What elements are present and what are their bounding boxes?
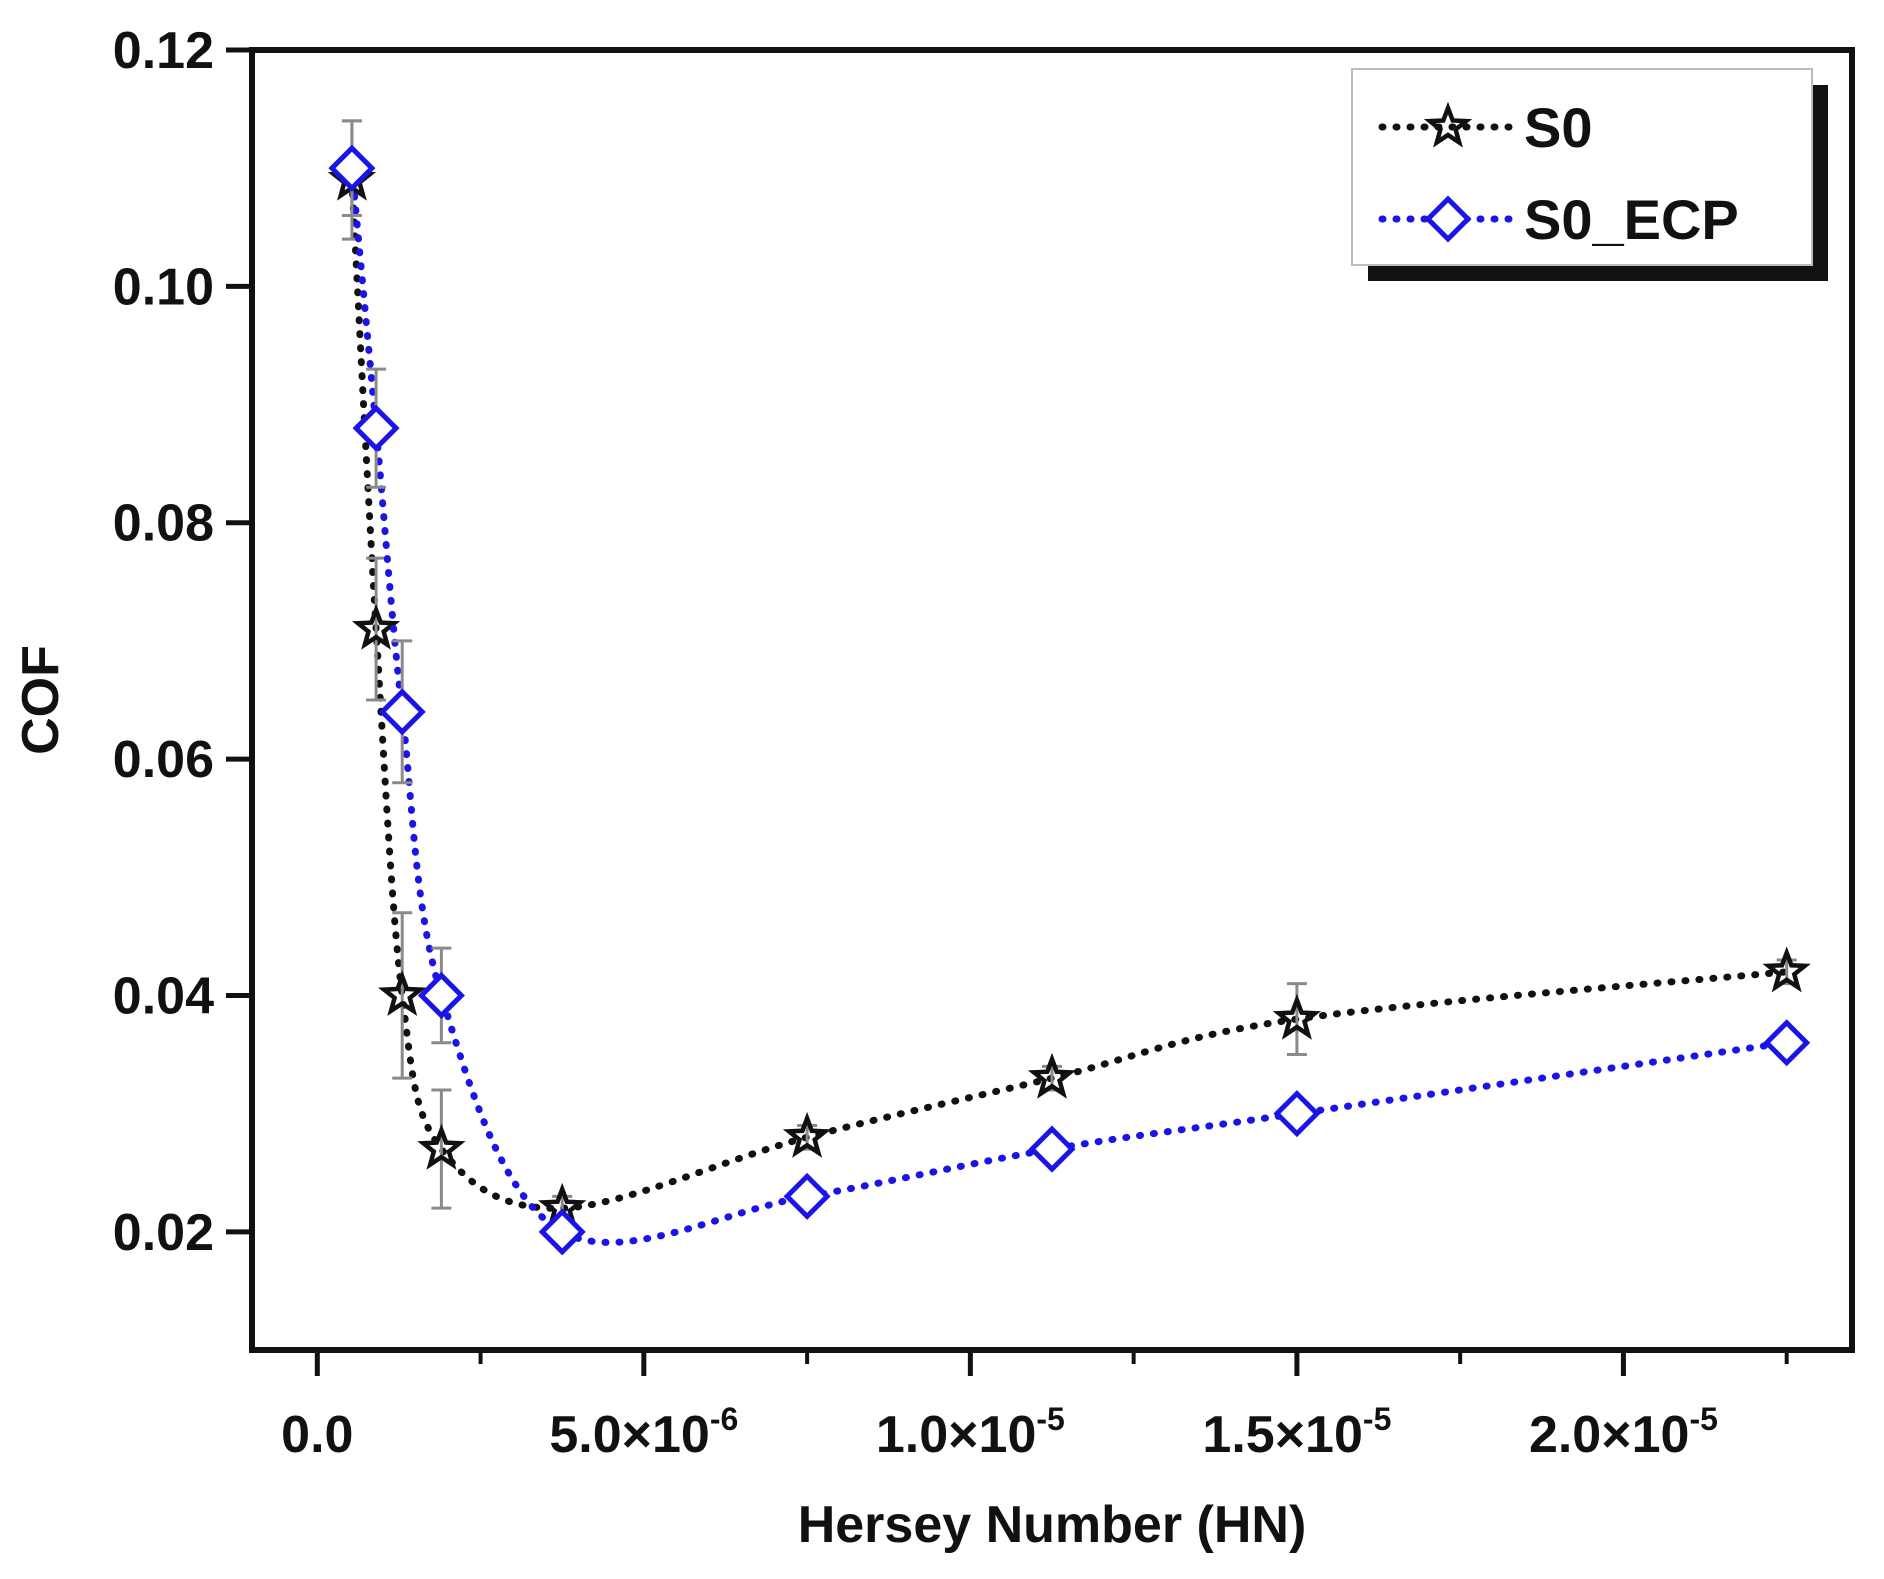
y-tick-label: 0.04 bbox=[113, 967, 214, 1025]
data-point bbox=[351, 603, 401, 650]
x-tick-label: 2.0×10-5 bbox=[1529, 1401, 1718, 1464]
error-bar bbox=[392, 911, 413, 1080]
y-tick-label: 0.06 bbox=[113, 731, 214, 789]
data-point bbox=[1273, 1090, 1321, 1138]
x-axis-title: Hersey Number (HN) bbox=[798, 1496, 1307, 1554]
data-point bbox=[1028, 1125, 1076, 1173]
x-tick-label: 1.0×10-5 bbox=[876, 1401, 1065, 1464]
legend-label: S0 bbox=[1524, 96, 1593, 159]
y-tick-label: 0.02 bbox=[113, 1204, 214, 1262]
legend-box bbox=[1351, 68, 1813, 266]
data-point bbox=[417, 1123, 466, 1170]
y-axis-title: COF bbox=[12, 645, 70, 755]
data-point bbox=[1762, 946, 1811, 993]
data-point bbox=[352, 404, 400, 452]
plot-frame bbox=[249, 47, 1855, 1353]
x-tick-label: 5.0×10-6 bbox=[549, 1401, 738, 1464]
y-tick-label: 0.08 bbox=[113, 495, 214, 553]
legend: S0 S0_ECP bbox=[1351, 68, 1828, 281]
legend-marker bbox=[1424, 195, 1472, 243]
data-point bbox=[328, 144, 376, 192]
y-tick-label: 0.10 bbox=[113, 258, 214, 316]
data-point bbox=[1763, 1019, 1811, 1067]
legend-label: S0_ECP bbox=[1524, 188, 1739, 251]
data-point bbox=[378, 688, 426, 736]
legend-marker bbox=[1423, 101, 1473, 148]
data-point bbox=[782, 1111, 832, 1158]
data-point bbox=[783, 1172, 831, 1220]
series-s0-ecp bbox=[328, 119, 1811, 1256]
legend-item: S0_ECP bbox=[1378, 188, 1739, 251]
legend-item: S0 bbox=[1378, 96, 1593, 159]
data-point bbox=[1272, 993, 1322, 1040]
error-bar bbox=[366, 556, 387, 702]
x-tick-label: 1.5×10-5 bbox=[1202, 1401, 1391, 1464]
error-bar bbox=[431, 1088, 452, 1210]
data-point bbox=[417, 971, 465, 1019]
data-point bbox=[538, 1208, 586, 1256]
y-tick-label: 0.12 bbox=[113, 22, 214, 80]
x-tick-label: 0.0 bbox=[281, 1406, 353, 1464]
data-point bbox=[1027, 1052, 1077, 1099]
data-point bbox=[377, 970, 427, 1016]
